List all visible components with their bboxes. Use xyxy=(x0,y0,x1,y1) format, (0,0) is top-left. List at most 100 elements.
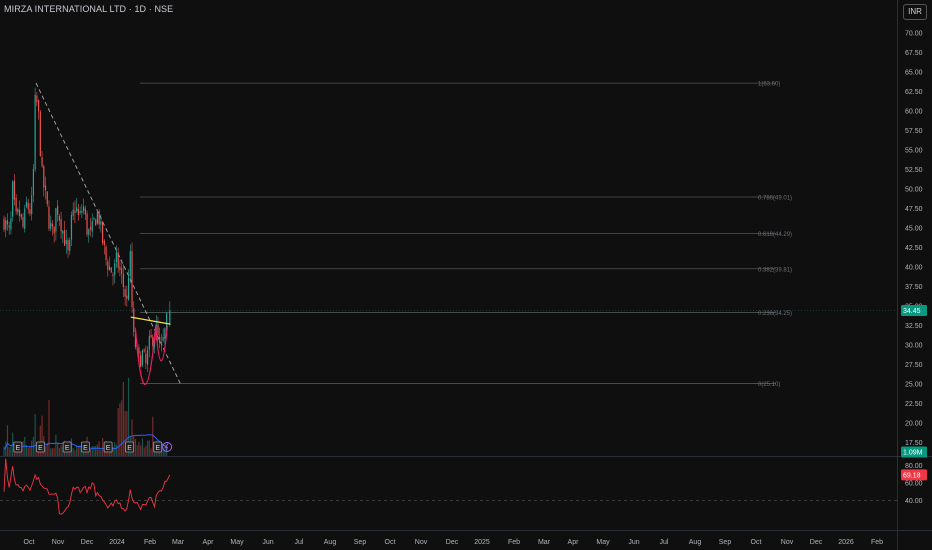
candle xyxy=(22,212,24,229)
fib-label: 1(63.60) xyxy=(758,82,780,88)
volume-bar xyxy=(134,439,137,456)
candle xyxy=(8,221,10,235)
volume-bar xyxy=(34,414,36,456)
price-tick-label: 30.00 xyxy=(905,343,923,350)
volume-bar xyxy=(74,450,76,456)
candle xyxy=(44,176,47,200)
volume-bar xyxy=(131,419,133,456)
earnings-marker[interactable]: E xyxy=(125,441,134,453)
candle-body xyxy=(48,206,50,229)
candle-body xyxy=(107,261,109,270)
volume-bar xyxy=(82,450,85,456)
candle-body xyxy=(98,211,100,225)
earnings-marker[interactable]: E xyxy=(153,441,163,453)
candle-body xyxy=(12,181,14,217)
volume-bar xyxy=(57,443,59,456)
chart-title[interactable]: MIRZA INTERNATIONAL LTD · 1D · NSE xyxy=(4,4,174,14)
candle-body xyxy=(25,201,28,207)
earnings-marker[interactable]: E xyxy=(13,441,23,453)
earnings-marker-box xyxy=(36,441,45,453)
volume-bar xyxy=(121,400,123,456)
price-axis[interactable]: 70.00 67.50 65.00 62.50 60.00 57.50 55.00 52.50… xyxy=(901,31,927,505)
candle-body xyxy=(115,252,118,262)
candle-body xyxy=(43,165,45,188)
earnings-marker-box xyxy=(103,441,113,453)
candle-body xyxy=(63,230,66,246)
earnings-marker[interactable]: E xyxy=(103,441,113,453)
earnings-marker-box xyxy=(125,441,134,453)
rsi-pane[interactable] xyxy=(3,458,171,515)
time-axis[interactable]: Oct Nov Dec 2024 Feb Mar Apr May Jun Jul Aug Sep Oct… xyxy=(24,539,884,546)
time-tick-label: Feb xyxy=(508,539,520,546)
earnings-marker-box xyxy=(153,441,163,453)
candle-body xyxy=(31,195,33,214)
candles[interactable] xyxy=(3,87,171,373)
time-tick-label: Dec xyxy=(810,539,823,546)
candle-body xyxy=(82,206,85,211)
volume-bar xyxy=(55,434,57,456)
candle xyxy=(105,244,107,266)
candle-body xyxy=(69,239,71,251)
price-tick-label: 32.50 xyxy=(905,323,923,330)
candle-body xyxy=(131,251,133,308)
volume-bar xyxy=(25,445,28,456)
rsi-tick-label: 60.00 xyxy=(905,480,923,487)
earnings-marker[interactable]: E xyxy=(36,441,45,453)
candle xyxy=(20,213,22,220)
dividend-icon xyxy=(162,442,173,452)
candle xyxy=(133,301,135,337)
volume-bar xyxy=(44,446,47,456)
time-tick-label: Dec xyxy=(446,539,459,546)
candle xyxy=(65,229,67,254)
candle xyxy=(146,346,149,373)
earnings-marker-box xyxy=(81,441,90,453)
earnings-marker[interactable]: E xyxy=(81,441,90,453)
candle-body xyxy=(86,213,88,235)
volume-bar xyxy=(102,437,104,456)
earnings-marker-label: E xyxy=(15,445,20,452)
candle-body xyxy=(121,268,123,274)
candle xyxy=(102,221,104,246)
price-tick-label: 62.50 xyxy=(905,89,923,96)
candle-body xyxy=(5,220,7,230)
volume-bar xyxy=(166,444,168,456)
price-tick-label: 42.50 xyxy=(905,245,923,252)
candle xyxy=(10,211,12,235)
earnings-marker-label: E xyxy=(155,445,160,452)
candle xyxy=(91,213,93,238)
candle xyxy=(89,217,92,237)
time-tick-label: Feb xyxy=(144,539,156,546)
volume-bar xyxy=(27,447,29,456)
lightning-icon xyxy=(164,443,169,451)
earnings-marker[interactable]: E xyxy=(62,441,72,453)
candle-body xyxy=(24,208,26,229)
volume-bar xyxy=(58,448,60,456)
candle xyxy=(114,258,116,284)
price-tick-label: 50.00 xyxy=(905,187,923,194)
time-tick-label: Sep xyxy=(354,539,367,546)
volume-bar xyxy=(164,444,166,456)
volume-bar xyxy=(115,444,118,456)
candle-body xyxy=(39,111,41,156)
currency-button[interactable]: INR xyxy=(903,4,927,20)
volume-bar xyxy=(110,449,112,456)
volume-bar xyxy=(100,449,102,456)
rsi-tick-label: 80.00 xyxy=(905,463,923,470)
volume-bar xyxy=(46,442,48,456)
resistance-line xyxy=(130,316,171,325)
candle-body xyxy=(22,217,24,227)
volume-bar xyxy=(122,381,124,456)
candle-body xyxy=(41,157,43,167)
time-tick-label: 2026 xyxy=(838,539,854,546)
candle xyxy=(29,203,31,217)
candle-body xyxy=(6,220,9,225)
candle xyxy=(53,226,55,243)
volume-bar xyxy=(141,438,143,456)
candle-body xyxy=(122,273,124,288)
rsi-line xyxy=(3,458,171,515)
earnings-marker-box xyxy=(13,441,23,453)
volume-bar xyxy=(96,444,99,456)
fib-label: 0(25.10) xyxy=(758,382,780,388)
